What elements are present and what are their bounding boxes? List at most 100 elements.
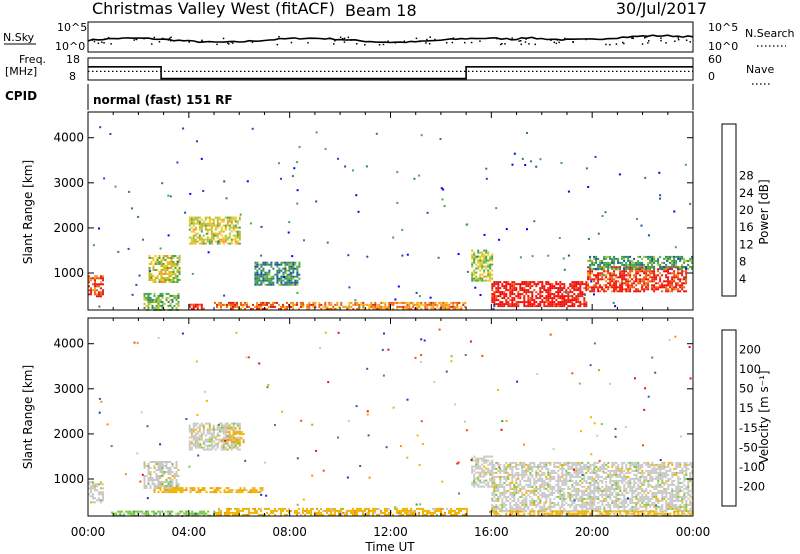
nsky-series xyxy=(87,34,694,44)
heatmap-cell xyxy=(152,279,155,281)
heatmap-cell xyxy=(543,485,546,488)
heatmap-cell xyxy=(224,240,227,243)
heatmap-cell xyxy=(641,493,644,496)
heatmap-cell xyxy=(198,436,201,439)
heatmap-cell xyxy=(635,467,638,470)
heatmap-cell xyxy=(513,283,516,286)
heatmap-cell xyxy=(471,271,474,274)
heatmap-cell xyxy=(276,263,279,266)
heatmap-cell xyxy=(210,444,213,447)
heatmap-cell xyxy=(232,439,235,442)
heatmap-cell xyxy=(657,282,660,285)
heatmap-cell xyxy=(288,277,291,280)
heatmap-cell xyxy=(637,263,640,266)
heatmap-cell xyxy=(232,429,235,432)
heatmap-cell xyxy=(479,273,482,276)
heatmap-cell xyxy=(639,471,642,474)
heatmap-cell xyxy=(599,259,602,262)
heatmap-cell xyxy=(238,437,241,440)
heatmap-cell xyxy=(88,493,90,496)
heatmap-cell xyxy=(206,216,209,219)
heatmap-cell xyxy=(218,426,221,429)
heatmap-cell xyxy=(152,275,155,277)
nsearch-dot xyxy=(470,41,473,44)
nsearch-dot xyxy=(685,39,688,41)
heatmap-cell xyxy=(665,274,668,277)
heatmap-cell xyxy=(131,512,134,515)
heatmap-cell xyxy=(683,282,686,285)
heatmap-cell xyxy=(479,275,482,278)
heatmap-cell xyxy=(201,487,204,490)
heatmap-cell xyxy=(673,255,676,258)
heatmap-cell xyxy=(651,495,654,498)
heatmap-cell xyxy=(639,481,642,484)
heatmap-cell xyxy=(643,270,646,273)
heatmap-cell xyxy=(627,481,630,484)
heatmap-cell xyxy=(491,297,494,300)
heatmap-cell xyxy=(392,513,394,516)
heatmap-cell xyxy=(477,471,480,474)
nsearch-dot xyxy=(499,38,501,40)
heatmap-cell xyxy=(481,259,484,262)
heatmap-cell xyxy=(661,463,664,466)
heatmap-cell xyxy=(314,303,317,306)
heatmap-cell xyxy=(151,510,154,513)
heatmap-cell xyxy=(557,473,560,476)
heatmap-cell xyxy=(491,491,494,494)
heatmap-cell xyxy=(94,487,96,490)
heatmap-cell xyxy=(350,511,352,514)
heatmap-cell xyxy=(583,477,586,480)
nsearch-dot xyxy=(228,43,230,45)
heatmap-cell xyxy=(440,511,442,514)
heatmap-cell xyxy=(569,487,572,490)
heatmap-cell xyxy=(549,289,552,292)
heatmap-cell xyxy=(156,261,159,263)
heatmap-cell xyxy=(224,238,227,241)
heatmap-cell xyxy=(657,483,660,486)
heatmap-cell xyxy=(649,475,652,478)
heatmap-cell xyxy=(547,281,550,284)
heatmap-cell xyxy=(206,432,209,435)
heatmap-cell xyxy=(220,301,222,304)
heatmap-cell xyxy=(167,485,170,487)
heatmap-cell xyxy=(615,282,618,285)
heatmap-cell xyxy=(547,299,550,302)
heatmap-cell xyxy=(290,301,292,304)
heatmap-cell xyxy=(617,261,620,264)
heatmap-cell xyxy=(276,271,279,274)
heatmap-cell xyxy=(342,305,345,308)
heatmap-cell xyxy=(581,303,584,306)
heatmap-cell xyxy=(543,495,546,498)
heatmap-cell xyxy=(633,489,636,492)
heatmap-cell xyxy=(125,510,128,513)
heatmap-cell xyxy=(226,427,229,430)
heatmap-cell xyxy=(194,442,197,445)
heatmap-cell xyxy=(529,479,532,482)
heatmap-cell xyxy=(639,274,642,277)
heatmap-cell xyxy=(543,465,546,468)
heatmap-cell xyxy=(525,467,528,470)
heatmap-cell xyxy=(166,269,169,271)
heatmap-cell xyxy=(222,448,225,451)
heatmap-cell xyxy=(192,426,195,429)
heatmap-cell xyxy=(147,512,150,515)
heatmap-cell xyxy=(657,465,660,468)
heatmap-cell xyxy=(633,268,636,271)
heatmap-cell xyxy=(481,459,484,462)
heatmap-cell xyxy=(226,513,228,516)
heatmap-cell xyxy=(178,255,181,257)
heatmap-cell xyxy=(665,469,668,472)
heatmap-cell xyxy=(388,303,391,306)
heatmap-cell xyxy=(681,495,684,498)
heatmap-cell xyxy=(559,288,562,291)
heatmap-cell xyxy=(497,303,500,306)
heatmap-cell xyxy=(149,473,152,475)
heatmap-cell xyxy=(194,222,197,225)
heatmap-cell xyxy=(647,234,650,237)
heatmap-cell xyxy=(581,471,584,474)
heatmap-cell xyxy=(408,511,410,514)
heatmap-cell xyxy=(473,273,476,276)
heatmap-cell xyxy=(649,255,652,258)
heatmap-cell xyxy=(192,430,195,433)
heatmap-cell xyxy=(617,286,620,289)
